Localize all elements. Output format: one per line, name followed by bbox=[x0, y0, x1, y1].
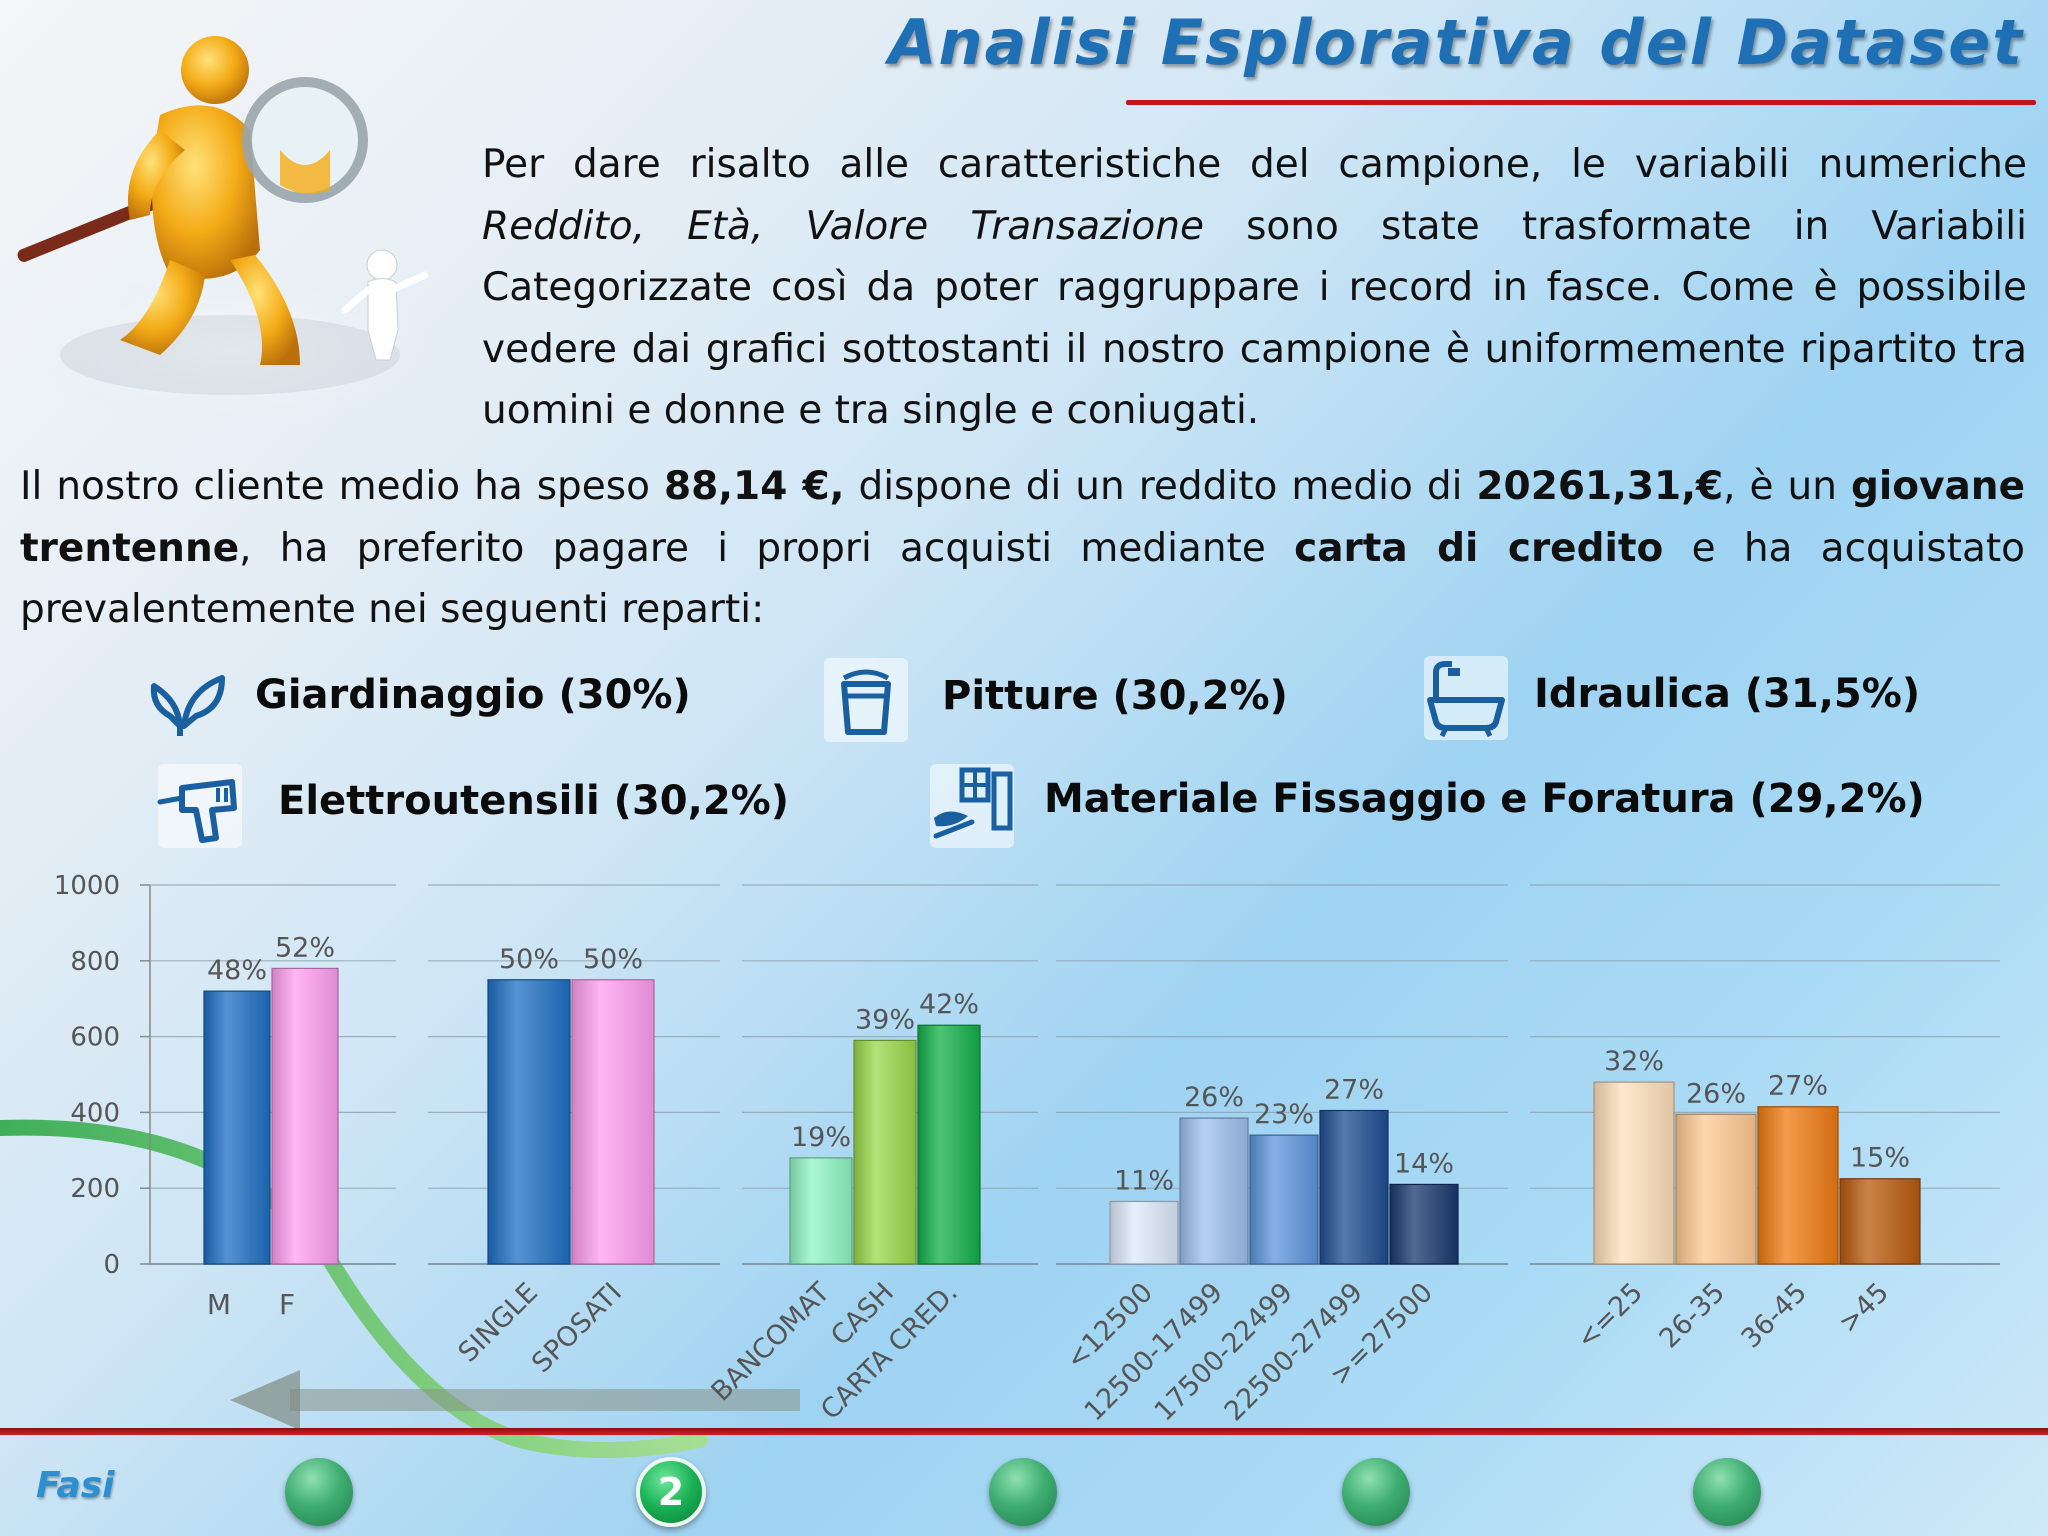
bar--27500 bbox=[1389, 1183, 1459, 1265]
department-fixing-drilling: Materiale Fissaggio e Foratura (29,2%) bbox=[1044, 776, 1925, 822]
bar--12500 bbox=[1109, 1200, 1179, 1265]
data-label: 11% bbox=[1114, 1165, 1174, 1196]
data-label: 15% bbox=[1850, 1143, 1910, 1174]
bar-single bbox=[487, 979, 571, 1265]
x-tick-label: 36-45 bbox=[1736, 1277, 1813, 1354]
department-power-tools: Elettroutensili (30,2%) bbox=[278, 778, 790, 824]
bar--25 bbox=[1593, 1081, 1675, 1265]
data-label: 50% bbox=[583, 944, 643, 975]
intro-text-2: sono state trasformate in Variabili Cate… bbox=[482, 203, 2027, 434]
bathtub-icon bbox=[1424, 656, 1508, 740]
x-tick-label: 26-35 bbox=[1654, 1277, 1731, 1354]
x-tick-label: F bbox=[279, 1288, 295, 1321]
data-label: 39% bbox=[855, 1004, 915, 1035]
summary-age: giovane trentenne bbox=[20, 464, 2026, 571]
y-tick-label: 600 bbox=[70, 1023, 120, 1053]
intro-variables: Reddito, Età, Valore Transazione bbox=[482, 203, 1204, 249]
summary-text-4: , ha preferito pagare i propri acquisti … bbox=[239, 525, 1295, 571]
y-tick-label: 200 bbox=[70, 1174, 120, 1204]
y-tick-label: 800 bbox=[70, 947, 120, 977]
summary-paragraph: Il nostro cliente medio ha speso 88,14 €… bbox=[20, 456, 2025, 641]
data-label: 27% bbox=[1324, 1075, 1384, 1106]
bar-chart-5: 32% <=25 26% 26-35 27% 36-45 15% >45 bbox=[1530, 884, 2000, 1355]
bar-f bbox=[271, 967, 339, 1265]
leaf-icon bbox=[150, 675, 225, 736]
data-label: 50% bbox=[499, 944, 559, 975]
bar-26-35 bbox=[1675, 1113, 1757, 1265]
bar-chart-4: 11%<1250026%12500-1749923%17500-2249927%… bbox=[1056, 884, 1508, 1427]
bar-bancomat bbox=[789, 1157, 853, 1265]
phase-step-2-number: 2 bbox=[657, 1470, 685, 1514]
phase-step-4[interactable] bbox=[1342, 1458, 1410, 1526]
data-label: 27% bbox=[1768, 1071, 1828, 1102]
phase-step-5[interactable] bbox=[1693, 1458, 1761, 1526]
data-label: 32% bbox=[1604, 1046, 1664, 1077]
title-underline bbox=[1126, 100, 2036, 105]
department-plumbing: Idraulica (31,5%) bbox=[1534, 671, 1921, 717]
summary-text-1: Il nostro cliente medio ha speso bbox=[20, 464, 664, 509]
footer-divider bbox=[0, 1428, 2048, 1435]
phases-label: Fasi bbox=[36, 1465, 115, 1506]
summary-text-2: dispone di un reddito medio di bbox=[844, 464, 1477, 509]
data-label: 52% bbox=[275, 932, 335, 963]
data-label: 26% bbox=[1184, 1082, 1244, 1113]
summary-text-5: e ha acquistato prevalentemente nei segu… bbox=[20, 525, 2025, 633]
intro-paragraph: Per dare risalto alle caratteristiche de… bbox=[482, 134, 2027, 442]
summary-income: 20261,31,€ bbox=[1476, 464, 1724, 509]
y-tick-label: 1000 bbox=[54, 871, 120, 901]
x-tick-label: <=25 bbox=[1571, 1277, 1649, 1355]
data-label: 42% bbox=[919, 989, 979, 1020]
charts-panel: 0200400600800100048%M52%F50%SINGLE50%SPO… bbox=[54, 871, 2000, 1427]
bar--45 bbox=[1839, 1178, 1921, 1265]
bar-chart-1: 48% M 52% F bbox=[150, 884, 396, 1321]
data-label: 14% bbox=[1394, 1148, 1454, 1179]
illustration-figure-magnifier bbox=[17, 36, 440, 430]
phase-step-1[interactable] bbox=[285, 1458, 353, 1526]
data-label: 19% bbox=[791, 1122, 851, 1153]
data-label: 48% bbox=[207, 955, 267, 986]
decorative-swoosh bbox=[0, 1119, 800, 1458]
bar-12500-17499 bbox=[1179, 1117, 1249, 1265]
summary-text-3: , è un bbox=[1723, 464, 1851, 509]
department-paints: Pitture (30,2%) bbox=[942, 673, 1288, 719]
data-label: 26% bbox=[1686, 1078, 1746, 1109]
x-tick-label: M bbox=[207, 1288, 231, 1321]
x-tick-label: BANCOMAT bbox=[706, 1277, 837, 1408]
drill-icon bbox=[157, 764, 242, 848]
x-tick-label: >45 bbox=[1833, 1277, 1895, 1339]
phase-step-3[interactable] bbox=[989, 1458, 1057, 1526]
fixing-material-icon bbox=[930, 764, 1014, 848]
summary-spend: 88,14 €, bbox=[663, 464, 845, 509]
bar-36-45 bbox=[1757, 1106, 1839, 1265]
y-tick-label: 400 bbox=[70, 1098, 120, 1128]
bar-carta-cred- bbox=[917, 1024, 981, 1265]
data-label: 23% bbox=[1254, 1099, 1314, 1130]
bar-m bbox=[203, 990, 271, 1265]
page-title: Analisi Esplorativa del Dataset bbox=[888, 6, 2024, 79]
bar-cash bbox=[853, 1039, 917, 1265]
intro-text-1: Per dare risalto alle caratteristiche de… bbox=[482, 142, 2027, 187]
phase-step-2[interactable]: 2 bbox=[636, 1457, 706, 1527]
x-tick-label: SPOSATI bbox=[526, 1277, 628, 1379]
bar-22500-27499 bbox=[1319, 1109, 1389, 1265]
y-tick-label: 0 bbox=[103, 1250, 120, 1280]
bar-17500-22499 bbox=[1249, 1134, 1319, 1265]
bar-sposati bbox=[571, 979, 655, 1265]
summary-payment: carta di credito bbox=[1294, 525, 1664, 571]
paint-bucket-icon bbox=[824, 658, 908, 742]
department-gardening: Giardinaggio (30%) bbox=[255, 672, 691, 718]
